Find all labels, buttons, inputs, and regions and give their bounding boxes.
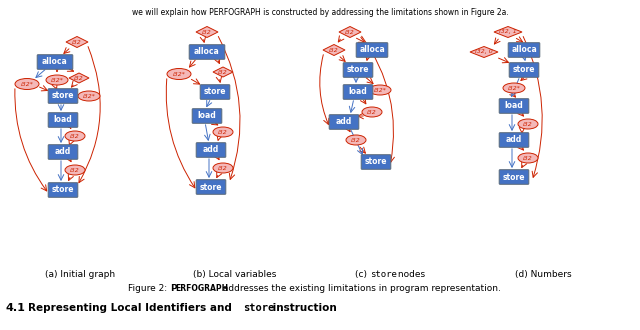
Text: (a) Initial graph: (a) Initial graph xyxy=(45,270,115,279)
Ellipse shape xyxy=(518,119,538,129)
Text: Representing Local Identifiers and: Representing Local Identifiers and xyxy=(28,303,236,313)
FancyBboxPatch shape xyxy=(200,85,230,99)
FancyBboxPatch shape xyxy=(196,143,226,157)
Text: (d) Numbers: (d) Numbers xyxy=(515,270,572,279)
FancyBboxPatch shape xyxy=(361,155,391,169)
Text: (b) Local variables: (b) Local variables xyxy=(193,270,276,279)
Text: i32: i32 xyxy=(351,138,361,143)
Text: addresses the existing limitations in program representation.: addresses the existing limitations in pr… xyxy=(220,284,501,293)
Text: i32: i32 xyxy=(329,48,339,52)
Polygon shape xyxy=(213,67,233,77)
Text: we will explain how PERFOGRAPH is constructed by addressing the limitations show: we will explain how PERFOGRAPH is constr… xyxy=(132,8,508,17)
Text: i32*: i32* xyxy=(51,78,63,82)
Text: P: P xyxy=(170,284,177,293)
Text: ERFOGRAPH: ERFOGRAPH xyxy=(175,284,228,293)
Ellipse shape xyxy=(15,79,39,89)
FancyBboxPatch shape xyxy=(48,145,78,159)
Text: i32: i32 xyxy=(367,110,377,115)
Ellipse shape xyxy=(167,69,191,80)
Ellipse shape xyxy=(362,107,382,117)
Text: i32: i32 xyxy=(202,29,212,35)
FancyBboxPatch shape xyxy=(508,43,540,57)
Text: load: load xyxy=(198,112,216,120)
Text: i32: i32 xyxy=(523,155,533,160)
Text: load: load xyxy=(54,115,72,124)
FancyBboxPatch shape xyxy=(509,63,539,77)
Text: add: add xyxy=(55,148,71,156)
Text: i32: i32 xyxy=(218,166,228,171)
Text: store: store xyxy=(52,91,74,101)
Ellipse shape xyxy=(213,163,233,173)
Ellipse shape xyxy=(369,85,391,95)
Ellipse shape xyxy=(65,165,85,175)
FancyBboxPatch shape xyxy=(499,99,529,113)
Text: load: load xyxy=(504,102,524,111)
Text: i32: i32 xyxy=(523,121,533,126)
Text: Figure 2:: Figure 2: xyxy=(128,284,170,293)
Text: i32*: i32* xyxy=(20,82,33,86)
Text: i32: i32 xyxy=(72,40,82,45)
Text: i32: i32 xyxy=(345,29,355,35)
Text: load: load xyxy=(349,87,367,96)
FancyBboxPatch shape xyxy=(48,89,78,103)
Text: i32: i32 xyxy=(74,76,84,81)
FancyBboxPatch shape xyxy=(189,45,225,59)
Text: add: add xyxy=(506,136,522,145)
Text: alloca: alloca xyxy=(194,48,220,56)
Text: i32: i32 xyxy=(70,134,80,139)
FancyBboxPatch shape xyxy=(499,170,529,184)
Text: store: store xyxy=(200,182,222,191)
FancyBboxPatch shape xyxy=(499,133,529,147)
Ellipse shape xyxy=(518,153,538,163)
Text: i32, 0: i32, 0 xyxy=(475,50,493,54)
Text: i32, 1: i32, 1 xyxy=(499,29,517,35)
Ellipse shape xyxy=(213,127,233,137)
Polygon shape xyxy=(323,45,345,55)
Text: i32*: i32* xyxy=(83,93,95,98)
Text: i32: i32 xyxy=(218,70,228,75)
Text: store: store xyxy=(503,173,525,182)
FancyBboxPatch shape xyxy=(48,183,78,197)
Text: store: store xyxy=(365,157,387,167)
Polygon shape xyxy=(196,26,218,38)
Polygon shape xyxy=(494,26,522,38)
Text: i32*: i32* xyxy=(508,85,520,90)
Polygon shape xyxy=(339,26,361,38)
Text: store: store xyxy=(347,65,369,75)
Polygon shape xyxy=(66,37,88,48)
Ellipse shape xyxy=(503,83,525,93)
FancyBboxPatch shape xyxy=(343,85,372,99)
Text: (c): (c) xyxy=(355,270,370,279)
FancyBboxPatch shape xyxy=(192,109,222,123)
Text: i32: i32 xyxy=(218,129,228,135)
Text: add: add xyxy=(203,146,219,154)
Ellipse shape xyxy=(46,75,68,85)
Ellipse shape xyxy=(65,131,85,141)
Text: alloca: alloca xyxy=(42,57,68,67)
FancyBboxPatch shape xyxy=(356,43,388,57)
Text: store: store xyxy=(513,65,535,75)
Text: alloca: alloca xyxy=(359,46,385,54)
Polygon shape xyxy=(69,73,89,83)
Text: store: store xyxy=(204,87,227,96)
Text: 4.1: 4.1 xyxy=(5,303,25,313)
Text: nodes: nodes xyxy=(395,270,425,279)
FancyBboxPatch shape xyxy=(343,63,372,77)
Text: instruction: instruction xyxy=(269,303,337,313)
FancyBboxPatch shape xyxy=(37,55,73,69)
Text: i32*: i32* xyxy=(173,72,186,77)
Text: store: store xyxy=(370,270,397,279)
FancyBboxPatch shape xyxy=(329,115,359,129)
Text: i32: i32 xyxy=(70,168,80,173)
Text: i32*: i32* xyxy=(374,87,387,92)
Ellipse shape xyxy=(346,135,366,145)
Text: alloca: alloca xyxy=(511,46,537,54)
Polygon shape xyxy=(470,47,498,57)
Text: store: store xyxy=(243,303,275,313)
FancyBboxPatch shape xyxy=(48,113,78,127)
Text: store: store xyxy=(52,185,74,194)
Ellipse shape xyxy=(78,91,100,101)
FancyBboxPatch shape xyxy=(196,180,226,194)
Text: add: add xyxy=(336,117,352,126)
